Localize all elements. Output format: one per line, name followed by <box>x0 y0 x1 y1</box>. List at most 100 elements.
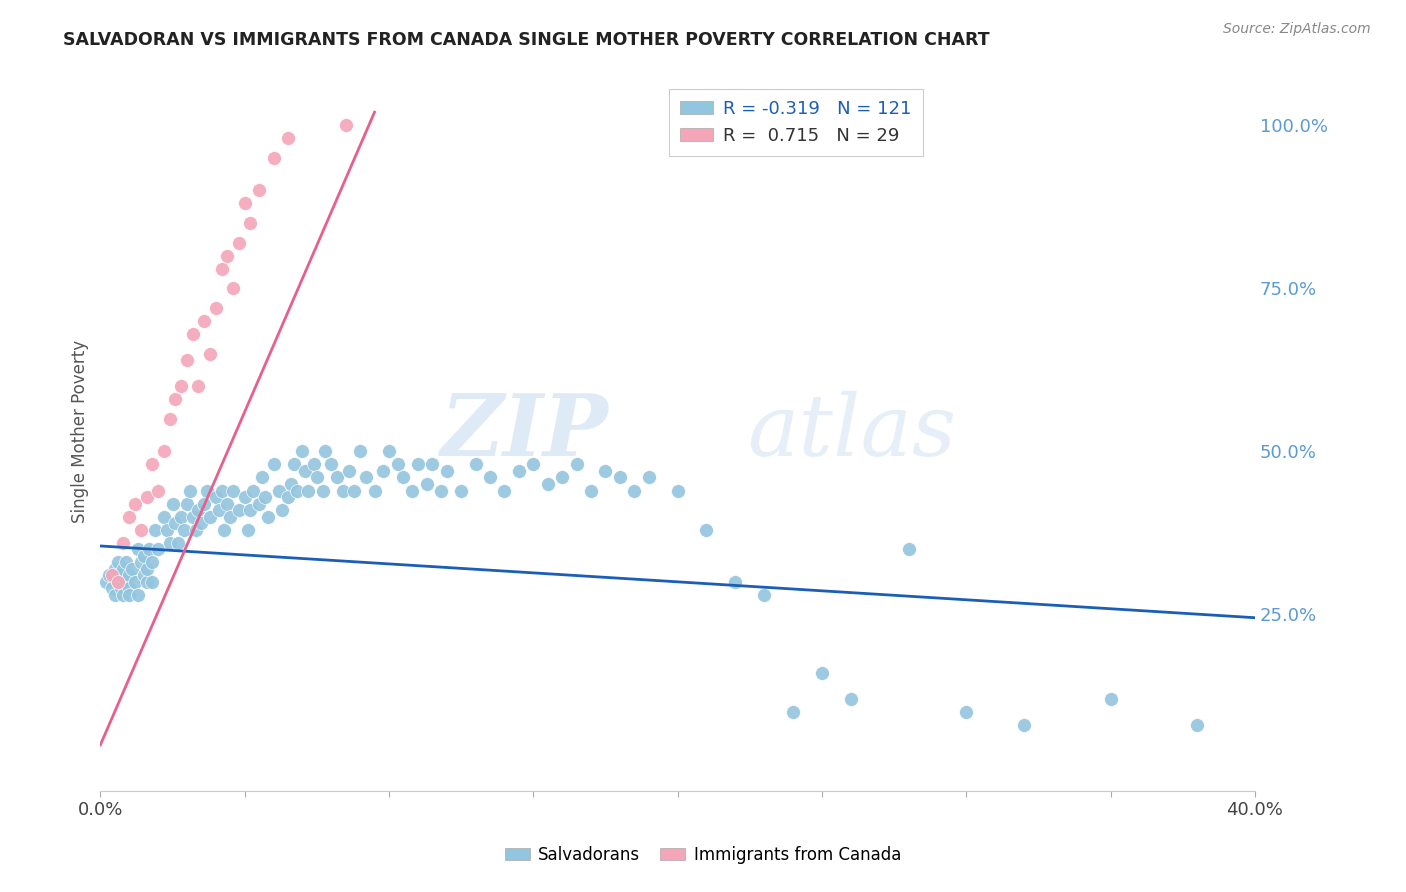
Point <box>135 574 157 589</box>
Point <box>420 458 443 472</box>
Point <box>179 483 201 498</box>
Point <box>401 483 423 498</box>
Point <box>107 555 129 569</box>
Point <box>129 555 152 569</box>
Point <box>349 444 371 458</box>
Point <box>118 509 141 524</box>
Point <box>107 574 129 589</box>
Point <box>291 444 314 458</box>
Point <box>1012 718 1035 732</box>
Point <box>537 477 560 491</box>
Point <box>955 706 977 720</box>
Point <box>579 483 602 498</box>
Point <box>695 523 717 537</box>
Point <box>285 483 308 498</box>
Point <box>115 555 138 569</box>
Point <box>107 574 129 589</box>
Point <box>127 542 149 557</box>
Point <box>302 458 325 472</box>
Point <box>242 483 264 498</box>
Point <box>754 588 776 602</box>
Point <box>363 483 385 498</box>
Point <box>167 535 190 549</box>
Point <box>269 483 291 498</box>
Point <box>283 458 305 472</box>
Text: ZIP: ZIP <box>440 390 609 474</box>
Text: Source: ZipAtlas.com: Source: ZipAtlas.com <box>1223 22 1371 37</box>
Point <box>343 483 366 498</box>
Point <box>112 535 135 549</box>
Point <box>135 562 157 576</box>
Point <box>373 464 395 478</box>
Point <box>392 470 415 484</box>
Point <box>181 326 204 341</box>
Point <box>143 523 166 537</box>
Point <box>280 477 302 491</box>
Point <box>263 458 285 472</box>
Point <box>236 523 259 537</box>
Point <box>623 483 645 498</box>
Point <box>436 464 458 478</box>
Point <box>187 379 209 393</box>
Point <box>138 542 160 557</box>
Point <box>193 314 215 328</box>
Point <box>195 483 218 498</box>
Point <box>165 392 187 407</box>
Point <box>184 523 207 537</box>
Point <box>104 588 127 602</box>
Point <box>332 483 354 498</box>
Point <box>112 588 135 602</box>
Point <box>326 470 349 484</box>
Point <box>141 458 163 472</box>
Point <box>782 706 804 720</box>
Point <box>406 458 429 472</box>
Point <box>176 353 198 368</box>
Point <box>222 281 245 295</box>
Point <box>450 483 472 498</box>
Point <box>321 458 343 472</box>
Point <box>146 542 169 557</box>
Point <box>297 483 319 498</box>
Point <box>170 379 193 393</box>
Point <box>135 490 157 504</box>
Point <box>494 483 516 498</box>
Point <box>1099 692 1122 706</box>
Point <box>522 458 544 472</box>
Point <box>118 582 141 596</box>
Point <box>162 497 184 511</box>
Point <box>247 183 270 197</box>
Point <box>387 458 409 472</box>
Point <box>153 444 176 458</box>
Point <box>214 523 236 537</box>
Point <box>1185 718 1208 732</box>
Point <box>464 458 486 472</box>
Point <box>897 542 920 557</box>
Point <box>204 490 226 504</box>
Point <box>110 582 132 596</box>
Point <box>430 483 453 498</box>
Point <box>609 470 631 484</box>
Point <box>565 458 588 472</box>
Point <box>115 574 138 589</box>
Point <box>305 470 328 484</box>
Point <box>121 562 143 576</box>
Point <box>132 568 155 582</box>
Point <box>233 490 256 504</box>
Point <box>208 503 231 517</box>
Point <box>217 249 239 263</box>
Point <box>294 464 316 478</box>
Point <box>378 444 401 458</box>
Point <box>811 666 834 681</box>
Point <box>479 470 502 484</box>
Point <box>190 516 212 530</box>
Point <box>314 444 336 458</box>
Point <box>239 503 262 517</box>
Point <box>415 477 437 491</box>
Point <box>508 464 530 478</box>
Point <box>141 555 163 569</box>
Point <box>233 196 256 211</box>
Point <box>637 470 659 484</box>
Point <box>124 574 146 589</box>
Y-axis label: Single Mother Poverty: Single Mother Poverty <box>72 340 89 524</box>
Point <box>839 692 862 706</box>
